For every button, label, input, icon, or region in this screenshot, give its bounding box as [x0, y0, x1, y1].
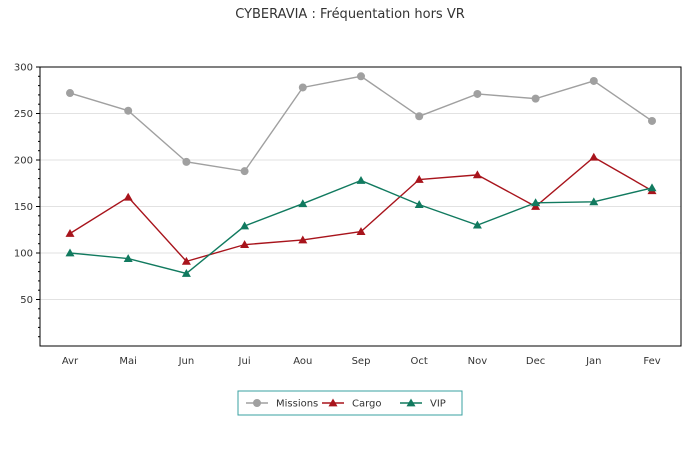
x-tick-label: Fev: [643, 356, 660, 367]
data-point: [240, 221, 250, 230]
legend-marker: [328, 398, 338, 407]
data-point: [647, 183, 657, 192]
data-point: [66, 89, 74, 98]
data-point: [648, 116, 656, 125]
data-point: [181, 268, 191, 277]
data-point: [472, 170, 482, 179]
legend-label: VIP: [430, 399, 446, 410]
x-tick-label: Nov: [468, 356, 488, 367]
data-point: [414, 175, 424, 183]
data-point: [531, 198, 541, 207]
series-cargo: [65, 152, 657, 265]
data-point: [589, 197, 599, 206]
y-tick-label: 100: [14, 249, 33, 260]
data-point: [415, 112, 424, 121]
data-point: [124, 106, 133, 115]
data-point: [181, 256, 191, 265]
legend-label: Missions: [276, 399, 318, 410]
data-point: [65, 228, 75, 237]
data-point: [240, 167, 249, 176]
series-line: [69, 75, 653, 172]
data-point: [123, 254, 133, 262]
y-tick-label: 50: [20, 295, 33, 306]
data-point: [298, 83, 307, 92]
legend-marker: [253, 399, 261, 407]
legend-marker: [406, 398, 416, 407]
y-tick-label: 150: [14, 202, 33, 213]
data-point: [123, 192, 133, 201]
data-point: [473, 89, 482, 98]
chart-title: CYBERAVIA : Fréquentation hors VR: [235, 7, 465, 22]
series-missions: [66, 72, 656, 176]
data-point: [298, 235, 308, 244]
x-tick-label: Mai: [119, 356, 137, 367]
legend-item: Cargo: [322, 398, 382, 410]
x-tick-label: Sep: [352, 356, 371, 367]
data-point: [182, 157, 191, 166]
data-point: [589, 152, 599, 161]
data-point: [356, 175, 366, 184]
y-tick-label: 250: [14, 109, 33, 120]
data-point: [298, 199, 308, 208]
series-line: [69, 156, 653, 263]
legend-box: [237, 390, 463, 416]
x-tick-label: Aou: [293, 356, 312, 367]
legend-item: Missions: [246, 399, 318, 410]
data-point: [531, 94, 540, 103]
data-point: [357, 72, 365, 81]
legend-label: Cargo: [352, 399, 382, 410]
y-tick-label: 300: [14, 63, 33, 74]
x-tick-label: Jan: [585, 356, 601, 367]
series: [65, 72, 657, 277]
data-point: [65, 248, 75, 257]
x-tick-label: Jun: [178, 356, 195, 367]
legend: Missions Cargo VIP: [237, 390, 463, 416]
x-tick-label: Oct: [411, 356, 428, 367]
y-tick-label: 200: [14, 156, 33, 167]
x-tick-label: Dec: [526, 356, 545, 367]
data-point: [240, 240, 250, 249]
x-tick-label: Jui: [238, 356, 251, 367]
x-tick-label: Avr: [62, 356, 79, 367]
series-line: [69, 179, 653, 275]
data-point: [414, 200, 424, 209]
series-vip: [65, 175, 657, 277]
axes: 50 100 150 200 250 300 Avr Mai Jun Jui Aou Sep Oct No…: [14, 63, 661, 368]
data-point: [356, 227, 366, 235]
data-point: [589, 76, 598, 85]
legend-item: VIP: [400, 398, 446, 410]
data-point: [472, 220, 482, 229]
